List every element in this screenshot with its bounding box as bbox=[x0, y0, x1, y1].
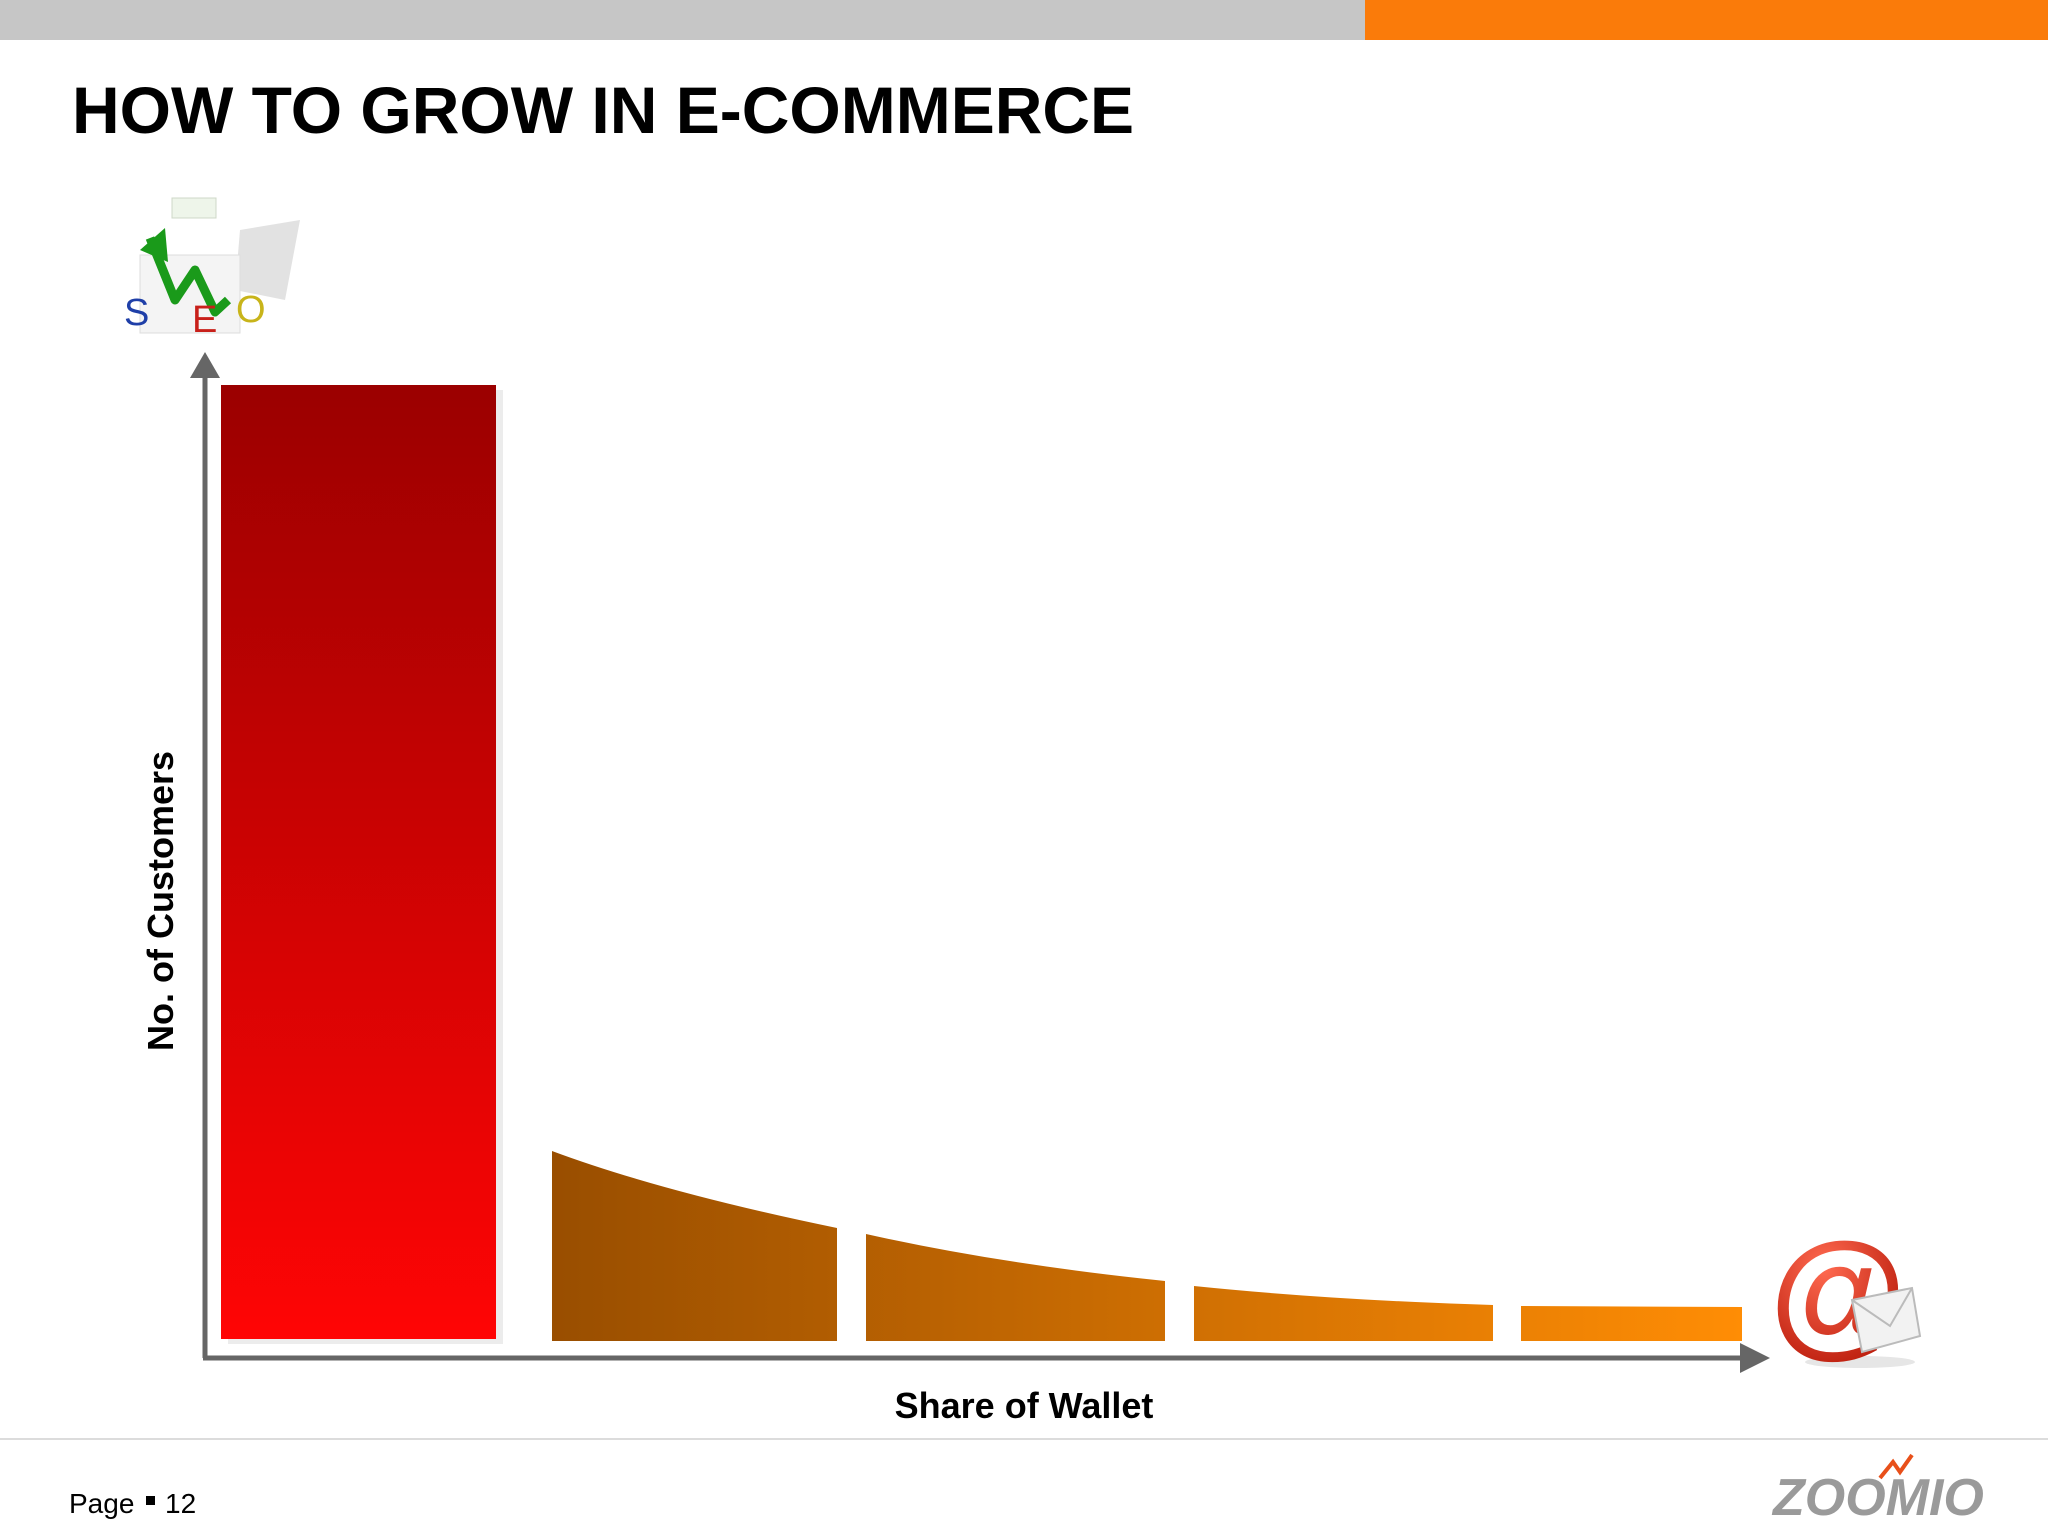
seo-letter: O bbox=[236, 289, 266, 331]
tail-segment bbox=[1194, 1286, 1493, 1341]
tail-segment bbox=[552, 1151, 837, 1341]
logo-accent bbox=[1878, 1453, 1914, 1480]
page-number: 12 bbox=[165, 1488, 196, 1519]
top-bar-orange bbox=[1365, 0, 2048, 40]
email-icon: @ bbox=[1770, 1213, 1922, 1370]
page-label: Page bbox=[69, 1488, 134, 1519]
logo: ZOOMIO bbox=[1771, 1469, 1984, 1527]
seo-letter: S bbox=[124, 292, 149, 334]
top-bar-gray bbox=[0, 0, 1365, 40]
tail-segment bbox=[866, 1234, 1165, 1341]
x-axis-label: Share of Wallet bbox=[895, 1385, 1154, 1426]
y-axis-label: No. of Customers bbox=[140, 751, 181, 1051]
seo-letter: E bbox=[192, 299, 217, 341]
seo-icon: S E O bbox=[124, 197, 300, 341]
page-separator bbox=[146, 1496, 155, 1505]
bar-large bbox=[221, 385, 496, 1339]
tail-segment bbox=[1521, 1306, 1742, 1341]
x-axis-arrow bbox=[1740, 1343, 1770, 1373]
y-axis-arrow bbox=[190, 352, 220, 378]
slide-title: HOW TO GROW IN E-COMMERCE bbox=[72, 73, 1134, 147]
